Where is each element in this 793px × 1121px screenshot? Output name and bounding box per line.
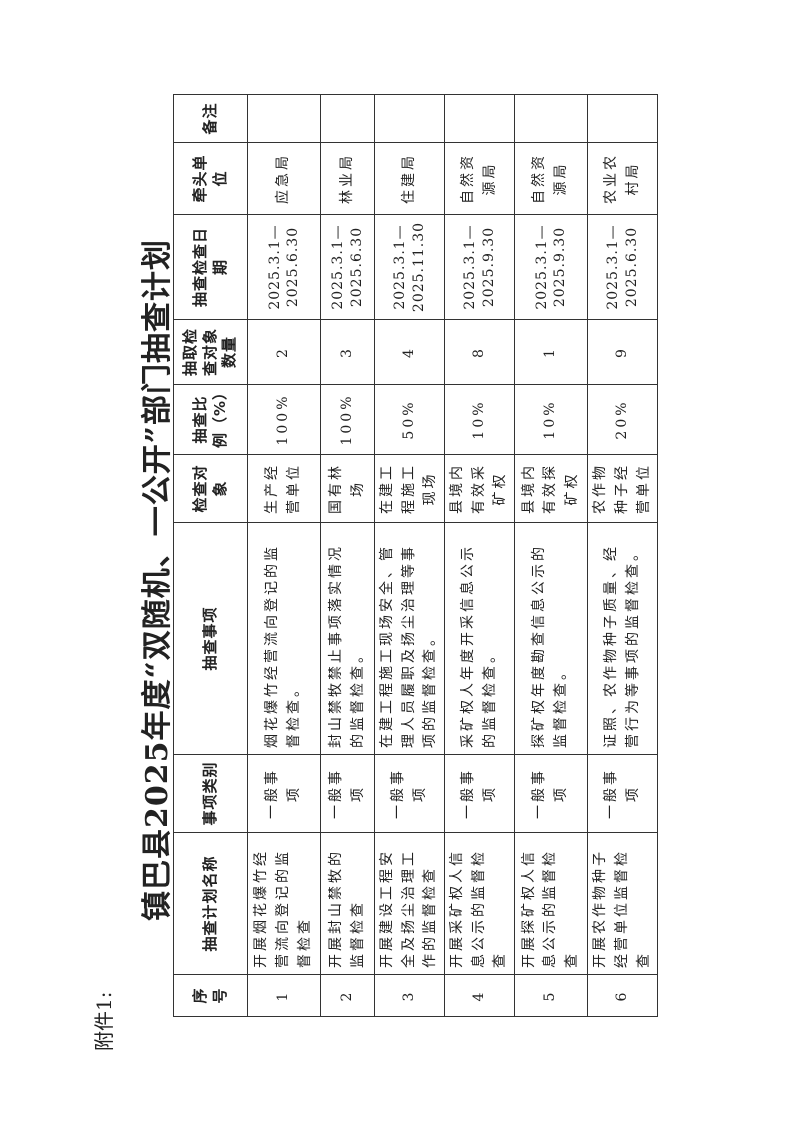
cell-note: [514, 94, 588, 143]
cell-name: 开展建设工程安全及扬尘治理工作的监督检查: [374, 832, 445, 975]
date-end: 2025.6.30: [285, 226, 301, 308]
cell-no: 2: [320, 974, 375, 1017]
column-header-note: 备注: [173, 94, 248, 143]
column-header-date: 抽查检查日期: [173, 214, 248, 320]
cell-item: 探矿权年度勘查信息公示的监督检查。: [514, 522, 588, 755]
cell-no: 6: [587, 974, 658, 1017]
column-header-lead: 牵头单位: [173, 142, 248, 215]
cell-date: 2025.3.1— 2025.6.30: [320, 214, 375, 320]
inspection-plan-table: 序号 抽查计划名称 事项类别 抽查事项 检查对象 抽查比例（%） 抽取检查对象数量 抽查检查日…: [173, 94, 658, 1017]
cell-note: [374, 94, 445, 143]
attachment-label: 附件1:: [92, 991, 116, 1051]
date-start: 2025.3.1—: [533, 224, 550, 310]
cell-count: 9: [587, 319, 658, 385]
cell-target: 在建工程施工现场: [374, 454, 445, 523]
column-header-category: 事项类别: [173, 754, 248, 833]
cell-name: 开展封山禁牧的监督检查: [320, 832, 375, 975]
date-start: 2025.3.1—: [330, 224, 347, 310]
cell-item: 在建工程施工现场安全、管理人员履职及扬尘治理等事项的监督检查。: [374, 522, 445, 755]
cell-date: 2025.3.1— 2025.9.30: [444, 214, 515, 320]
cell-lead: 自然资源局: [514, 142, 588, 215]
cell-target: 县境内有效探矿权: [514, 454, 588, 523]
table-row: 1 开展烟花爆竹经营流向登记的监督检查 一般事项 烟花爆竹经营流向登记的监督检查。 生产…: [247, 94, 321, 1017]
table-row: 6 开展农作物种子经营单位监督检查 一般事项 证照、农作物种子质量、经营行为等事项的监…: [587, 94, 658, 1017]
cell-note: [444, 94, 515, 143]
cell-date: 2025.3.1— 2025.9.30: [514, 214, 588, 320]
cell-note: [320, 94, 375, 143]
cell-ratio: 20%: [587, 384, 658, 455]
cell-count: 4: [374, 319, 445, 385]
cell-item: 证照、农作物种子质量、经营行为等事项的监督检查。: [587, 522, 658, 755]
cell-target: 生产经营单位: [247, 454, 321, 523]
column-header-item: 抽查事项: [173, 522, 248, 755]
cell-count: 3: [320, 319, 375, 385]
date-end: 2025.11.30: [410, 221, 427, 313]
cell-item: 封山禁牧禁止事项落实情况的监督检查。: [320, 522, 375, 755]
table-row: 5 开展探矿权人信息公示的监督检查 一般事项 探矿权年度勘查信息公示的监督检查。 县境内…: [514, 94, 588, 1017]
cell-note: [587, 94, 658, 143]
column-header-name: 抽查计划名称: [173, 832, 248, 975]
cell-item: 采矿权人年度开采信息公示的监督检查。: [444, 522, 515, 755]
cell-count: 8: [444, 319, 515, 385]
cell-no: 5: [514, 974, 588, 1017]
page-title: 镇巴县2025年度“双随机、一公开”部门抽查计划: [140, 239, 175, 922]
cell-name: 开展烟花爆竹经营流向登记的监督检查: [247, 832, 321, 975]
table-row: 4 开展采矿权人信息公示的监督检查 一般事项 采矿权人年度开采信息公示的监督检查。 县境…: [444, 94, 515, 1017]
cell-lead: 自然资源局: [444, 142, 515, 215]
date-end: 2025.9.30: [480, 226, 497, 308]
column-header-count: 抽取检查对象数量: [173, 319, 248, 385]
cell-item: 烟花爆竹经营流向登记的监督检查。: [247, 522, 321, 755]
cell-date: 2025.3.1— 2025.11.30: [374, 214, 445, 320]
column-header-target: 检查对象: [173, 454, 248, 523]
cell-ratio: 100%: [247, 384, 321, 455]
table-row: 2 开展封山禁牧的监督检查 一般事项 封山禁牧禁止事项落实情况的监督检查。 国有林场 10…: [320, 94, 375, 1017]
date-end: 2025.6.30: [348, 226, 365, 308]
table-header-row: 序号 抽查计划名称 事项类别 抽查事项 检查对象 抽查比例（%） 抽取检查对象数量 抽查检查日…: [173, 94, 248, 1017]
cell-category: 一般事项: [374, 754, 445, 833]
cell-category: 一般事项: [444, 754, 515, 833]
cell-no: 3: [374, 974, 445, 1017]
cell-lead: 住建局: [374, 142, 445, 215]
cell-name: 开展探矿权人信息公示的监督检查: [514, 832, 588, 975]
cell-date: 2025.3.1— 2025.6.30: [247, 214, 321, 320]
cell-lead: 应急局: [247, 142, 321, 215]
table-row: 3 开展建设工程安全及扬尘治理工作的监督检查 一般事项 在建工程施工现场安全、管理人员…: [374, 94, 445, 1017]
cell-category: 一般事项: [587, 754, 658, 833]
cell-date: 2025.3.1— 2025.6.30: [587, 214, 658, 320]
column-header-ratio: 抽查比例（%）: [173, 384, 248, 455]
cell-category: 一般事项: [514, 754, 588, 833]
cell-no: 1: [247, 974, 321, 1017]
cell-count: 2: [247, 319, 321, 385]
column-header-no: 序号: [173, 974, 248, 1017]
cell-category: 一般事项: [247, 754, 321, 833]
date-start: 2025.3.1—: [266, 224, 283, 310]
cell-ratio: 100%: [320, 384, 375, 455]
date-end: 2025.9.30: [552, 226, 569, 308]
date-start: 2025.3.1—: [462, 224, 479, 310]
cell-lead: 农业农村局: [587, 142, 658, 215]
cell-ratio: 10%: [514, 384, 588, 455]
cell-target: 国有林场: [320, 454, 375, 523]
cell-category: 一般事项: [320, 754, 375, 833]
date-start: 2025.3.1—: [605, 224, 622, 310]
cell-no: 4: [444, 974, 515, 1017]
cell-count: 1: [514, 319, 588, 385]
cell-target: 县境内有效采矿权: [444, 454, 515, 523]
cell-ratio: 10%: [444, 384, 515, 455]
date-end: 2025.6.30: [623, 226, 640, 308]
cell-target: 农作物种子经营单位: [587, 454, 658, 523]
cell-note: [247, 94, 321, 143]
cell-ratio: 50%: [374, 384, 445, 455]
date-start: 2025.3.1—: [392, 224, 409, 310]
cell-name: 开展采矿权人信息公示的监督检查: [444, 832, 515, 975]
cell-lead: 林业局: [320, 142, 375, 215]
cell-name: 开展农作物种子经营单位监督检查: [587, 832, 658, 975]
